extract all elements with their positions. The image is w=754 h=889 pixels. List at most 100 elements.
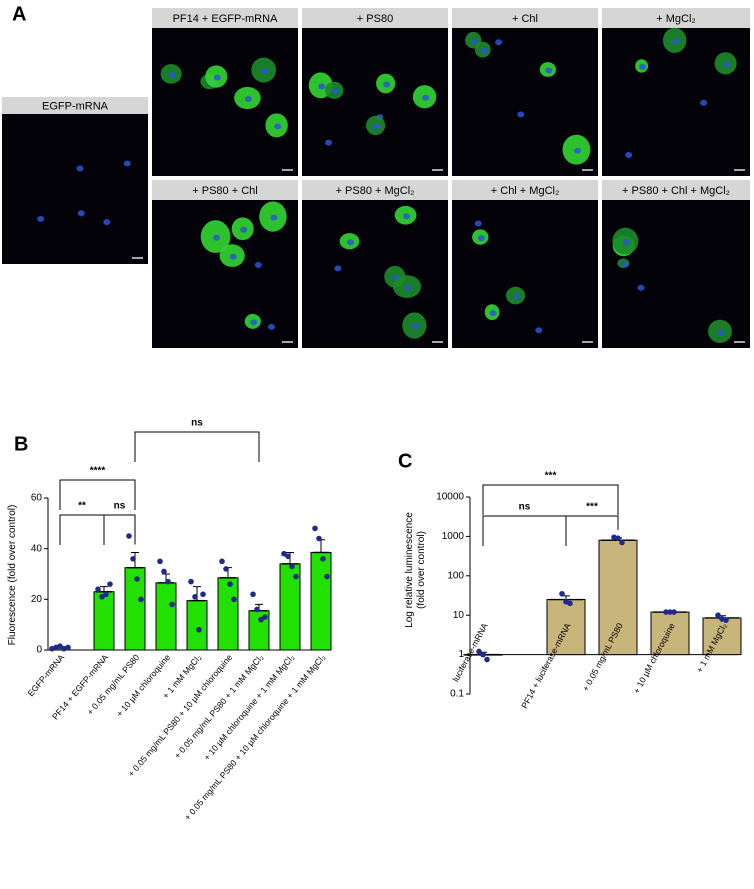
data-point [258,616,264,623]
data-point [99,594,105,600]
significance-bracket [565,515,619,546]
micrograph-label: + PS80 + Chl + MgCl₂ [622,185,730,197]
label-bar [602,180,750,200]
nucleus [403,213,411,220]
y-axis-label-line: Log relative luminescence [404,512,415,628]
data-point [484,656,490,663]
data-point [188,578,194,585]
nucleus [76,165,84,172]
nucleus [261,68,269,75]
nucleus [477,235,485,242]
nucleus [37,215,45,222]
x-tick-label: + 10 µM chloroquine [114,652,172,719]
chart: B 0 20 40 60 Fluorescence (fold over control)… [7,418,332,822]
data-point [671,609,677,615]
nucleus [250,319,258,326]
significance-label: ** [78,501,86,512]
significance-bracket [482,515,567,546]
nucleus [625,151,633,158]
y-axis-label-line: Fluorescence (fold over control) [7,505,18,646]
nucleus [318,83,326,90]
nucleus [331,88,339,95]
data-point [567,600,573,607]
nucleus [254,262,262,269]
significance-bracket [103,514,136,545]
bar [93,591,115,651]
data-point [476,648,482,655]
nucleus [513,293,521,300]
nucleus [213,234,221,241]
micrograph-grid: EGFP-mRNA PF14 + EGFP-mRNA + PS80 + Chl + Mg… [2,8,750,348]
label-bar [302,180,448,200]
nucleus [620,261,628,268]
bar [546,599,586,656]
bar [217,577,239,651]
y-tick-label: 10000 [436,492,464,503]
data-point [219,558,225,565]
significance-bracket [59,514,105,545]
data-point [126,533,132,539]
label-bar [152,180,298,200]
data-point [281,550,287,557]
data-point [161,568,167,575]
nucleus [240,226,248,233]
data-point [285,553,291,560]
y-tick-label: 20 [31,594,43,605]
micrograph-label: + Chl + MgCl₂ [491,185,559,197]
micrograph-label: + PS80 + Chl [192,185,257,197]
nucleus [489,310,497,317]
bar [598,539,638,656]
y-tick-label: 60 [31,493,43,504]
data-point [231,596,237,603]
significance-label: ns [191,418,203,429]
significance-bracket [59,479,136,510]
data-point [312,525,318,532]
nucleus [622,239,630,246]
data-point [293,573,299,580]
nucleus [517,111,525,118]
data-point [138,596,144,603]
nucleus [267,323,275,330]
label-bar [452,8,598,28]
data-point [480,651,486,658]
nucleus [244,96,252,103]
micrograph [2,114,148,264]
data-point [169,601,175,608]
nucleus [639,63,647,70]
chart: C 0.1 1 10 100 1000 10000 Log relative luminesc… [398,450,742,710]
data-point [663,609,669,615]
nucleus [404,284,412,291]
data-point [134,576,140,582]
y-tick-label: 0 [36,645,42,656]
data-point [107,581,113,587]
data-point [559,590,565,597]
data-point [95,586,101,592]
micrograph [152,28,298,176]
nucleus [334,265,342,272]
significance-bracket [134,431,260,462]
nucleus [383,81,391,88]
data-point [157,558,163,565]
data-point [192,594,198,600]
nucleus [346,239,354,246]
data-point [262,614,268,620]
y-tick-label: 40 [31,543,43,554]
significance-label: ns [519,502,531,513]
data-point [254,606,260,613]
label-bar [602,8,750,28]
significance-label: ns [114,501,126,512]
data-point [223,566,229,572]
nucleus [474,220,482,227]
nucleus [545,67,553,74]
y-tick-label: 1 [458,649,464,660]
micrograph-label: + MgCl₂ [656,13,695,25]
data-point [715,612,721,618]
significance-label: **** [90,466,106,477]
nucleus [717,329,725,336]
data-point [200,591,206,598]
y-axis-label: Fluorescence (fold over control) [7,505,18,646]
nucleus [229,253,237,260]
nucleus [470,38,478,45]
data-point [227,581,233,587]
